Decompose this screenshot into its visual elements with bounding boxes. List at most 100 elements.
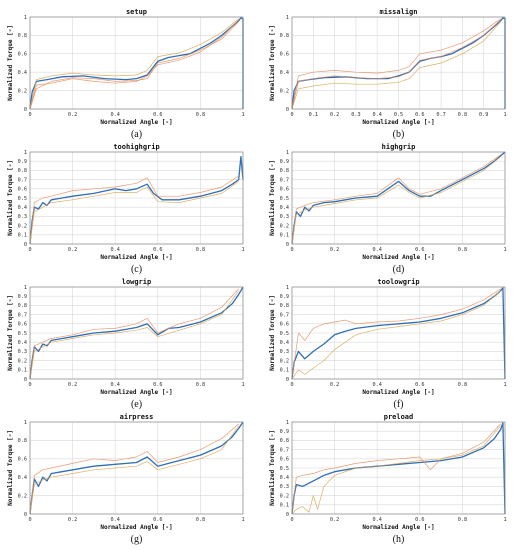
- y-tick-label: 1: [24, 420, 27, 426]
- x-tick-label: 0.8: [458, 517, 467, 523]
- y-tick-label: 0.6: [18, 52, 27, 58]
- y-tick-label: 0.8: [280, 168, 289, 174]
- x-tick-label: 0.6: [153, 247, 162, 253]
- y-tick-label: 0.8: [18, 438, 27, 444]
- plot-area: [30, 422, 243, 514]
- y-tick-label: 0.7: [18, 312, 27, 318]
- y-axis-label: Normalized Torque [-]: [269, 160, 276, 236]
- y-tick-label: 0.3: [280, 214, 289, 220]
- x-tick-label: 0.1: [309, 112, 318, 118]
- x-tick-label: 0.4: [111, 112, 120, 118]
- x-axis-label: Normalized Angle [-]: [362, 119, 434, 126]
- x-tick-label: 1: [241, 247, 244, 253]
- x-tick-label: 0.2: [330, 517, 339, 523]
- y-tick-label: 0.9: [18, 294, 27, 300]
- run-series-line: [291, 18, 501, 110]
- x-axis-label: Normalized Angle [-]: [100, 524, 172, 531]
- x-axis-label: Normalized Angle [-]: [100, 389, 172, 396]
- x-tick-label: 0.7: [436, 112, 445, 118]
- chart-panel-6: 0 0.2 0.4 0.6 0.8 1 0 0.1 0.2 0.3 0.4 0.5 0.6 0.7 0.8 0…: [269, 278, 507, 410]
- run-series-line: [29, 175, 239, 245]
- chart-panel-4: 0 0.2 0.4 0.6 0.8 1 0 0.1 0.2 0.3 0.4 0.5 0.6 0.7 0.8 0…: [269, 143, 507, 275]
- y-tick-label: 1: [24, 15, 27, 21]
- run-series-line: [291, 19, 501, 110]
- x-tick-label: 0.2: [68, 112, 77, 118]
- chart-panel-3: 0 0.2 0.4 0.6 0.8 1 0 0.1 0.2 0.3 0.4 0.5 0.6 0.7 0.8 0…: [7, 143, 245, 275]
- y-tick-label: 0.3: [280, 349, 289, 355]
- panel-title: missalign: [380, 8, 418, 16]
- y-tick-label: 0.2: [18, 493, 27, 499]
- y-tick-label: 0: [286, 242, 289, 248]
- x-tick-label: 0.9: [479, 112, 488, 118]
- y-tick-label: 0.3: [280, 484, 289, 490]
- y-tick-label: 0.2: [280, 88, 289, 94]
- axes-frame: [29, 16, 244, 110]
- y-tick-label: 0.9: [18, 159, 27, 165]
- y-tick-label: 0.4: [280, 70, 289, 76]
- panel-title: setup: [126, 8, 147, 16]
- y-tick-label: 0.2: [280, 358, 289, 364]
- x-tick-label: 0.3: [351, 112, 360, 118]
- y-tick-label: 0.1: [18, 233, 27, 239]
- axes-frame: [29, 421, 244, 515]
- run-series-line: [291, 288, 501, 380]
- x-tick-label: 0.6: [415, 517, 424, 523]
- axes-frame: [29, 286, 244, 380]
- x-axis-label: Normalized Angle [-]: [100, 119, 172, 126]
- y-axis-label: Normalized Torque [-]: [269, 25, 276, 101]
- x-tick-label: 0.8: [196, 517, 205, 523]
- y-tick-label: 0.6: [280, 322, 289, 328]
- run-series-line: [291, 21, 501, 110]
- x-tick-label: 0: [28, 517, 31, 523]
- x-tick-label: 0.2: [68, 382, 77, 388]
- x-tick-label: 0.4: [111, 382, 120, 388]
- y-tick-label: 0: [24, 242, 27, 248]
- y-axis-label: Normalized Torque [-]: [7, 430, 14, 506]
- x-tick-label: 0.4: [373, 382, 382, 388]
- x-tick-label: 0.4: [111, 247, 120, 253]
- x-tick-label: 0.6: [415, 112, 424, 118]
- y-tick-label: 0: [24, 377, 27, 383]
- x-tick-label: 0.8: [196, 382, 205, 388]
- chart-panel-5: 0 0.2 0.4 0.6 0.8 1 0 0.1 0.2 0.3 0.4 0.5 0.6 0.7 0.8 0…: [7, 278, 245, 410]
- panel-letter-label: (a): [131, 129, 142, 140]
- y-tick-label: 0: [286, 107, 289, 113]
- x-tick-label: 0.2: [330, 112, 339, 118]
- y-tick-label: 0.8: [280, 438, 289, 444]
- y-tick-label: 0.4: [18, 475, 27, 481]
- panel-title: preload: [384, 413, 414, 421]
- axes-frame: [291, 16, 506, 110]
- y-tick-label: 0.2: [18, 223, 27, 229]
- run-series-line: [29, 18, 239, 110]
- x-tick-label: 0.6: [415, 382, 424, 388]
- y-tick-label: 0: [24, 107, 27, 113]
- y-tick-label: 0.6: [18, 187, 27, 193]
- panel-title: toolowgrip: [377, 278, 419, 286]
- y-axis-label: Normalized Torque [-]: [269, 430, 276, 506]
- x-tick-label: 1: [241, 517, 244, 523]
- chart-panel-1: 0 0.2 0.4 0.6 0.8 1 0 0.2 0.4 0.6 0.8 1 setup Normali…: [7, 8, 245, 140]
- y-tick-label: 1: [24, 150, 27, 156]
- plot-area: [30, 17, 243, 109]
- y-tick-label: 0.4: [280, 205, 289, 211]
- run-series-line: [291, 423, 501, 515]
- y-tick-label: 0: [286, 512, 289, 518]
- y-tick-label: 0.6: [280, 52, 289, 58]
- y-tick-label: 0.5: [280, 196, 289, 202]
- run-series-line: [291, 154, 501, 245]
- y-tick-label: 0.4: [18, 205, 27, 211]
- mean-series-line: [291, 422, 506, 515]
- x-tick-label: 0: [290, 517, 293, 523]
- x-tick-label: 0.8: [458, 112, 467, 118]
- x-tick-label: 0.4: [373, 517, 382, 523]
- y-tick-label: 0.1: [280, 368, 289, 374]
- panel-letter-label: (f): [394, 399, 404, 410]
- x-tick-label: 0: [28, 382, 31, 388]
- y-tick-label: 0.8: [18, 168, 27, 174]
- run-series-line: [29, 425, 239, 515]
- x-tick-label: 0: [290, 112, 293, 118]
- y-tick-label: 0: [286, 377, 289, 383]
- y-tick-label: 0.2: [18, 88, 27, 94]
- x-tick-label: 1: [503, 112, 506, 118]
- y-axis-label: Normalized Torque [-]: [269, 295, 276, 371]
